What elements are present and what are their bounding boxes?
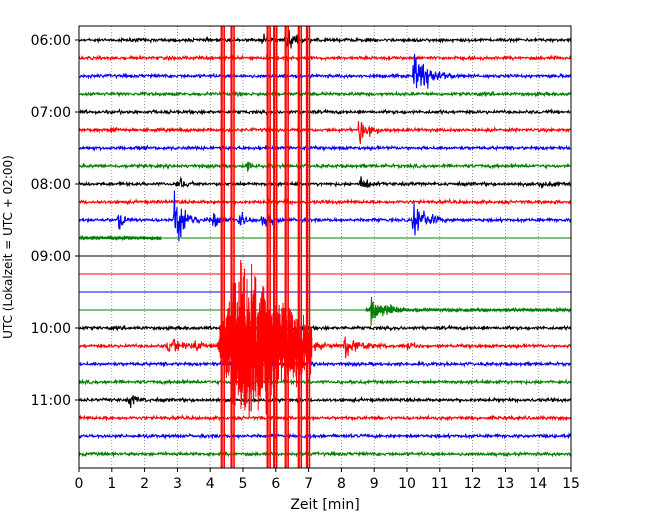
- overflow-spikes: [220, 26, 311, 468]
- trace-07:45: [78, 161, 572, 172]
- trace-08:30: [78, 190, 572, 242]
- trace-11:45: [78, 450, 572, 458]
- axes: 0 1 2 3 4 5 6 7 8 9 10 11 12 13 14 1506:0007:0008:0009:…: [31, 33, 580, 492]
- trace-06:00: [78, 29, 572, 49]
- trace-06:30: [78, 53, 572, 89]
- y-axis-label: UTC (Lokalzeit = UTC + 02:00): [1, 155, 15, 339]
- trace-07:30: [78, 144, 572, 152]
- x-tick-label: 9: [370, 476, 379, 492]
- trace-07:15: [78, 121, 572, 145]
- traces: [78, 29, 572, 458]
- trace-08:15: [78, 197, 572, 206]
- trace-11:15: [78, 414, 572, 422]
- x-tick-label: 11: [431, 476, 449, 492]
- x-tick-label: 12: [464, 476, 482, 492]
- y-tick-label: 10:00: [31, 321, 71, 337]
- trace-07:00: [78, 107, 572, 116]
- trace-11:00: [78, 395, 572, 409]
- trace-10:30: [78, 360, 572, 368]
- x-tick-label: 5: [239, 476, 248, 492]
- y-tick-label: 07:00: [31, 105, 71, 121]
- trace-08:45: [78, 234, 162, 242]
- x-tick-label: 10: [398, 476, 416, 492]
- x-tick-label: 8: [337, 476, 346, 492]
- x-tick-label: 0: [75, 476, 84, 492]
- y-tick-label: 09:00: [31, 249, 71, 265]
- x-tick-label: 2: [140, 476, 149, 492]
- trace-06:15: [78, 54, 572, 63]
- trace-11:30: [78, 432, 572, 440]
- trace-10:15: [78, 319, 572, 370]
- y-tick-label: 08:00: [31, 177, 71, 193]
- x-tick-label: 13: [496, 476, 514, 492]
- x-tick-label: 3: [173, 476, 182, 492]
- x-tick-label: 14: [529, 476, 547, 492]
- x-axis-label: Zeit [min]: [290, 497, 359, 513]
- trace-08:00: [78, 175, 572, 189]
- y-tick-label: 06:00: [31, 33, 71, 49]
- trace-09:45: [365, 296, 572, 326]
- trace-10:00: [78, 324, 572, 332]
- plot-frame: [78, 25, 572, 469]
- x-tick-label: 15: [562, 476, 580, 492]
- trace-10:45: [78, 378, 572, 386]
- y-tick-label: 11:00: [31, 393, 71, 409]
- x-tick-label: 7: [304, 476, 313, 492]
- x-tick-label: 4: [206, 476, 215, 492]
- x-tick-label: 1: [107, 476, 116, 492]
- x-tick-label: 6: [271, 476, 280, 492]
- trace-06:45: [78, 90, 572, 98]
